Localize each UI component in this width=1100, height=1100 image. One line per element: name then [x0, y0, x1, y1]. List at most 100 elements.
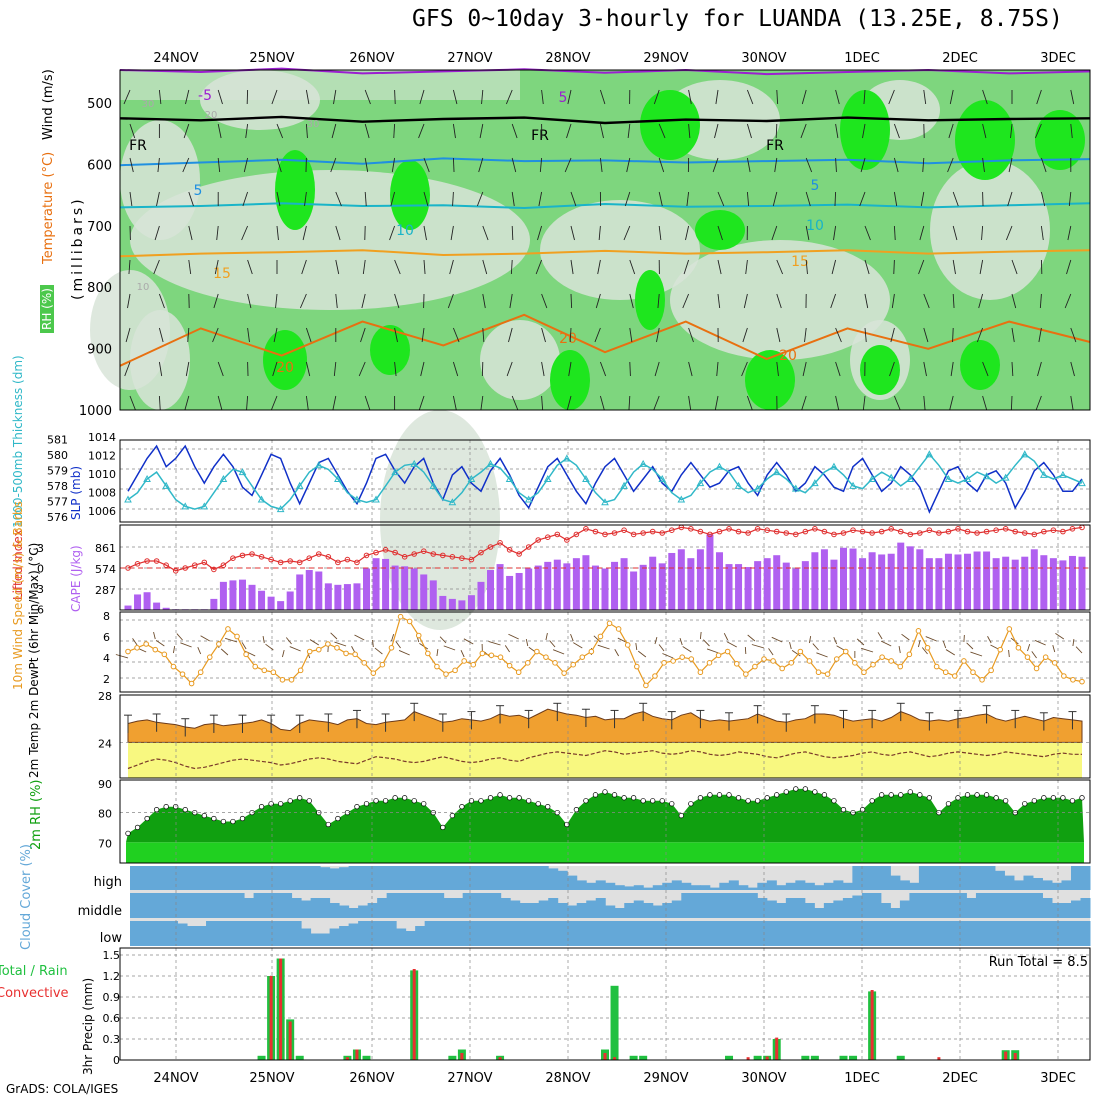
cape-bar: [162, 607, 170, 610]
cloud-bar: [605, 882, 616, 890]
data-point: [840, 530, 847, 536]
wind-barb: [981, 225, 984, 241]
data-point: [392, 549, 398, 556]
cape-bar: [897, 542, 905, 610]
dewpoint-area: [128, 742, 1082, 778]
y-tick-label: 700: [87, 220, 112, 235]
cloud-bar: [899, 921, 910, 946]
cape-bar: [859, 558, 867, 610]
data-point: [726, 526, 732, 532]
cloud-bar: [196, 893, 207, 918]
top-date-label: 28NOV: [545, 51, 590, 66]
data-point: [897, 663, 904, 670]
data-point: [802, 528, 809, 535]
cloud-bar: [282, 921, 293, 946]
data-point: [602, 789, 608, 795]
data-point: [316, 551, 322, 557]
y-axis-label: 2m Temp 2m DewPt (6hr Min/Max) (°C): [27, 543, 41, 778]
y-tick-label: 3: [37, 583, 44, 596]
wind-barb: [746, 191, 750, 207]
cloud-bar: [766, 880, 777, 890]
wind-barb: [449, 259, 454, 275]
wind-barb: [1036, 89, 1042, 105]
cloud-bar: [538, 921, 549, 946]
cape-bar: [820, 549, 828, 610]
wind-barb: [539, 157, 543, 173]
wind-barb: [805, 157, 813, 173]
y-tick-label: middle: [78, 904, 122, 919]
wind-barb: [1010, 395, 1013, 411]
cloud-bar: [263, 921, 274, 946]
cape-bar: [792, 568, 800, 610]
data-point: [448, 498, 457, 506]
wind-barb: [330, 157, 337, 173]
data-point: [276, 505, 285, 513]
wind-barb: [1037, 361, 1042, 377]
wind-barb: [970, 651, 983, 657]
data-point: [724, 648, 731, 655]
wind-barb: [481, 89, 484, 105]
cloud-bar: [700, 921, 711, 946]
wind-barb: [772, 191, 778, 207]
wind-barb: [726, 641, 737, 648]
cloud-bar: [785, 898, 796, 918]
wind-barb: [158, 395, 161, 411]
wind-barb: [217, 157, 221, 173]
cloud-bar: [700, 893, 711, 918]
cloud-bar: [481, 921, 492, 946]
data-point: [182, 806, 188, 813]
cloud-bar: [643, 921, 654, 946]
data-point: [443, 671, 449, 677]
cape-bar: [715, 552, 723, 610]
wind-barb: [541, 89, 544, 105]
wind-barb: [187, 327, 190, 343]
data-point: [783, 530, 790, 536]
cape-bar: [1040, 555, 1048, 610]
data-point: [772, 468, 781, 476]
cloud-bar: [149, 921, 160, 946]
wind-barb: [216, 225, 219, 241]
rh-high-region: [840, 90, 890, 170]
cloud-bar: [700, 885, 711, 890]
cape-bar: [563, 563, 571, 610]
wind-barb: [888, 89, 895, 105]
cloud-bar: [424, 921, 435, 946]
data-point: [1006, 626, 1013, 632]
data-point: [745, 530, 751, 536]
data-point: [592, 792, 599, 798]
data-point: [678, 812, 684, 819]
cloud-bar: [1023, 893, 1034, 918]
wind-barb: [213, 293, 219, 309]
wind-barb: [979, 259, 984, 275]
wind-barb: [658, 123, 666, 139]
y-tick-label: 28: [98, 690, 112, 703]
cloud-bar: [481, 866, 492, 890]
wind-barb: [860, 157, 866, 173]
cloud-bar: [481, 893, 492, 918]
wind-barb: [305, 89, 310, 105]
data-point: [677, 495, 686, 503]
cape-bar: [124, 605, 132, 610]
cloud-bar: [595, 898, 606, 918]
wind-barb: [549, 640, 556, 648]
wind-barb: [1066, 259, 1072, 275]
cloud-bar: [1070, 866, 1081, 890]
cloud-bar: [453, 898, 464, 918]
data-point: [334, 644, 340, 651]
cloud-bar: [909, 921, 920, 946]
data-point: [543, 474, 552, 482]
wind-barb: [282, 649, 285, 658]
y-tick-label: 1.2: [103, 970, 121, 983]
wind-barb: [835, 361, 841, 377]
cape-bar: [458, 600, 466, 610]
cape-bar: [1021, 556, 1029, 610]
wind-barb: [333, 89, 337, 105]
cape-bar: [677, 549, 685, 610]
cloud-bar: [662, 903, 673, 918]
cape-bar: [258, 590, 266, 610]
cloud-bar: [291, 921, 302, 946]
cloud-bar: [852, 895, 863, 918]
data-point: [979, 676, 985, 683]
data-point: [1051, 660, 1058, 666]
wind-barb: [212, 327, 219, 343]
